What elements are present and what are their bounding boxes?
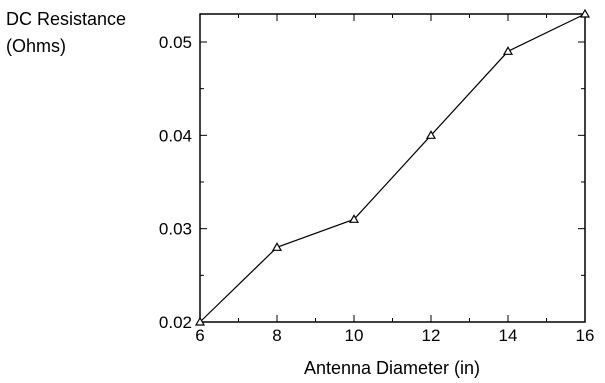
series-group (194, 8, 591, 326)
y-tick-labels: 0.02 0.03 0.04 0.05 (159, 33, 192, 332)
y-tick-label: 0.02 (159, 313, 192, 332)
y-tick-label: 0.05 (159, 33, 192, 52)
x-tick-label: 12 (422, 326, 441, 345)
series-line (199, 13, 586, 323)
data-point-marker (348, 214, 360, 223)
x-tick-label: 6 (195, 326, 204, 345)
y-tick-label: 0.04 (159, 126, 192, 145)
data-point-marker (271, 242, 283, 251)
x-tick-label: 14 (499, 326, 518, 345)
x-tick-labels: 6 8 10 12 14 16 (195, 326, 594, 345)
y-axis-title-line-1: DC Resistance (6, 9, 126, 29)
data-point-marker (425, 130, 437, 139)
x-tick-label: 10 (345, 326, 364, 345)
y-axis-title: DC Resistance (Ohms) (6, 9, 126, 56)
data-point-marker (194, 316, 206, 326)
x-tick-label: 8 (272, 326, 281, 345)
y-tick-label: 0.03 (159, 220, 192, 239)
y-axis-title-line-2: (Ohms) (6, 36, 66, 56)
data-point-marker (579, 8, 591, 18)
plot-frame (199, 13, 586, 323)
data-point-marker (502, 46, 514, 55)
x-tick-label: 16 (576, 326, 595, 345)
x-axis-title: Antenna Diameter (in) (304, 358, 480, 378)
tick-marks (199, 14, 586, 323)
